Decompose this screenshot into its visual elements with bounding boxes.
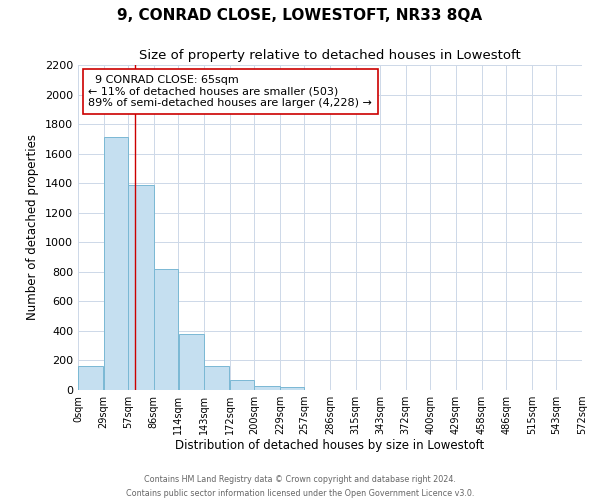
Bar bbox=[128, 184, 154, 390]
Bar bbox=[230, 380, 254, 390]
Text: 9, CONRAD CLOSE, LOWESTOFT, NR33 8QA: 9, CONRAD CLOSE, LOWESTOFT, NR33 8QA bbox=[118, 8, 482, 22]
Bar bbox=[280, 387, 304, 390]
Title: Size of property relative to detached houses in Lowestoft: Size of property relative to detached ho… bbox=[139, 50, 521, 62]
Bar bbox=[104, 138, 128, 390]
Y-axis label: Number of detached properties: Number of detached properties bbox=[26, 134, 40, 320]
Bar bbox=[78, 366, 103, 390]
Bar bbox=[254, 386, 280, 390]
X-axis label: Distribution of detached houses by size in Lowestoft: Distribution of detached houses by size … bbox=[175, 438, 485, 452]
Text: Contains HM Land Registry data © Crown copyright and database right 2024.
Contai: Contains HM Land Registry data © Crown c… bbox=[126, 476, 474, 498]
Text: 9 CONRAD CLOSE: 65sqm
← 11% of detached houses are smaller (503)
89% of semi-det: 9 CONRAD CLOSE: 65sqm ← 11% of detached … bbox=[88, 74, 372, 108]
Bar bbox=[154, 269, 178, 390]
Bar bbox=[179, 334, 204, 390]
Bar bbox=[204, 366, 229, 390]
